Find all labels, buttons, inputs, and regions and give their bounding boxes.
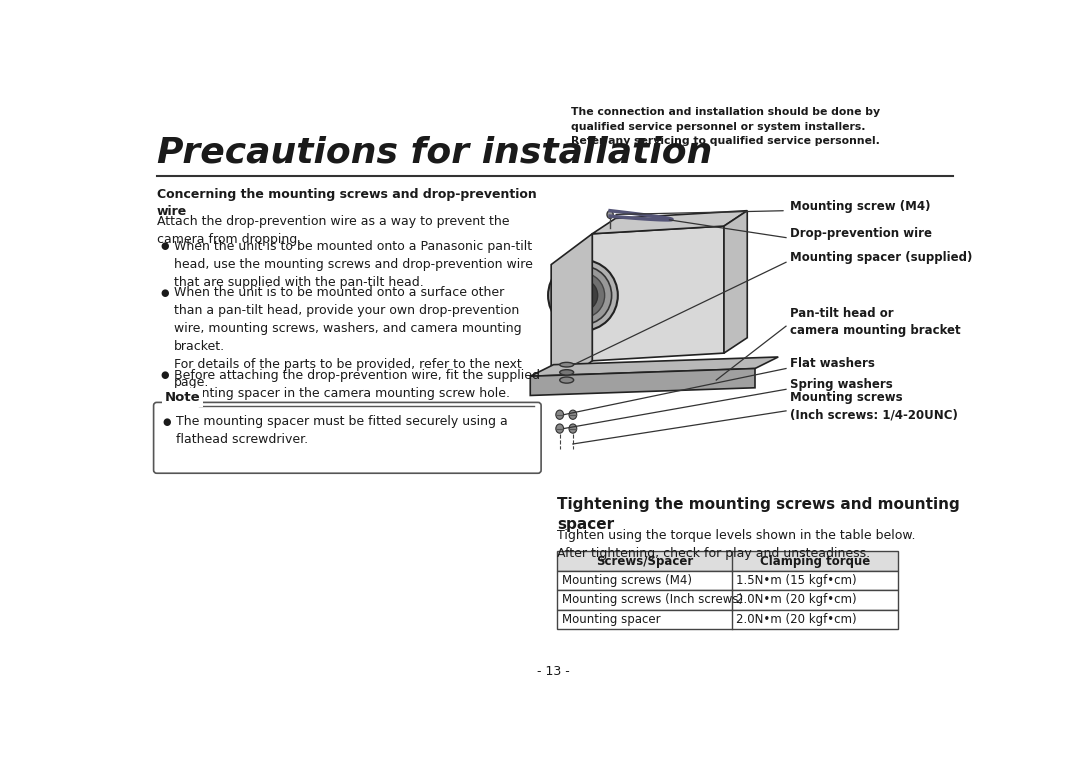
Text: When the unit is to be mounted onto a Panasonic pan-tilt
head, use the mounting : When the unit is to be mounted onto a Pa… (174, 240, 532, 289)
Text: Mounting screws (Inch screws): Mounting screws (Inch screws) (562, 594, 743, 607)
Text: Mounting spacer (supplied): Mounting spacer (supplied) (789, 251, 972, 264)
Ellipse shape (548, 260, 618, 331)
Text: Concerning the mounting screws and drop-prevention
wire: Concerning the mounting screws and drop-… (157, 187, 537, 218)
Ellipse shape (568, 280, 597, 310)
Ellipse shape (556, 410, 564, 419)
Ellipse shape (607, 211, 613, 218)
Polygon shape (551, 234, 592, 392)
Text: Note: Note (164, 391, 200, 404)
Polygon shape (592, 226, 724, 361)
FancyBboxPatch shape (153, 403, 541, 473)
Bar (557, 610, 899, 629)
Text: Spring washers: Spring washers (789, 378, 893, 391)
Text: The mounting spacer must be fitted securely using a
flathead screwdriver.: The mounting spacer must be fitted secur… (176, 416, 508, 447)
Text: 2.0N•m (20 kgf•cm): 2.0N•m (20 kgf•cm) (737, 594, 858, 607)
Text: Drop-prevention wire: Drop-prevention wire (789, 227, 932, 240)
Polygon shape (724, 211, 747, 353)
Ellipse shape (556, 424, 564, 433)
Ellipse shape (569, 424, 577, 433)
Polygon shape (530, 357, 779, 376)
Text: ●: ● (163, 417, 172, 427)
Text: Attach the drop-prevention wire as a way to prevent the
camera from dropping.: Attach the drop-prevention wire as a way… (157, 215, 509, 246)
Ellipse shape (559, 370, 573, 375)
Text: Flat washers: Flat washers (789, 358, 875, 371)
Bar (557, 571, 899, 591)
Text: 2.0N•m (20 kgf•cm): 2.0N•m (20 kgf•cm) (737, 613, 858, 626)
Polygon shape (530, 368, 755, 396)
Text: Tighten using the torque levels shown in the table below.
After tightening, chec: Tighten using the torque levels shown in… (557, 529, 916, 559)
Ellipse shape (569, 410, 577, 419)
Text: Tightening the mounting screws and mounting
spacer: Tightening the mounting screws and mount… (557, 497, 960, 532)
Bar (557, 591, 899, 610)
Text: - 13 -: - 13 - (537, 665, 570, 678)
Ellipse shape (571, 296, 582, 307)
Ellipse shape (562, 273, 605, 317)
Text: Clamping torque: Clamping torque (760, 555, 870, 568)
Text: Mounting screws
(Inch screws: 1/4-20UNC): Mounting screws (Inch screws: 1/4-20UNC) (789, 391, 958, 422)
Text: When the unit is to be mounted onto a surface other
than a pan-tilt head, provid: When the unit is to be mounted onto a su… (174, 286, 522, 389)
Polygon shape (592, 211, 747, 234)
Text: Precautions for installation: Precautions for installation (157, 136, 712, 170)
Ellipse shape (559, 377, 573, 383)
Text: ●: ● (161, 288, 170, 298)
Text: ●: ● (161, 241, 170, 251)
Text: The connection and installation should be done by
qualified service personnel or: The connection and installation should b… (571, 107, 880, 146)
Text: Mounting spacer: Mounting spacer (562, 613, 661, 626)
Ellipse shape (559, 362, 573, 367)
Text: Mounting screws (M4): Mounting screws (M4) (562, 574, 692, 587)
Text: Pan-tilt head or
camera mounting bracket: Pan-tilt head or camera mounting bracket (789, 307, 960, 336)
Text: Before attaching the drop-prevention wire, fit the supplied
mounting spacer in t: Before attaching the drop-prevention wir… (174, 368, 540, 400)
Text: ●: ● (161, 370, 170, 380)
Ellipse shape (554, 266, 611, 325)
Text: Screws/Spacer: Screws/Spacer (596, 555, 693, 568)
Text: 1.5N•m (15 kgf•cm): 1.5N•m (15 kgf•cm) (737, 574, 858, 587)
Bar (557, 551, 899, 571)
Text: Mounting screw (M4): Mounting screw (M4) (789, 199, 930, 212)
